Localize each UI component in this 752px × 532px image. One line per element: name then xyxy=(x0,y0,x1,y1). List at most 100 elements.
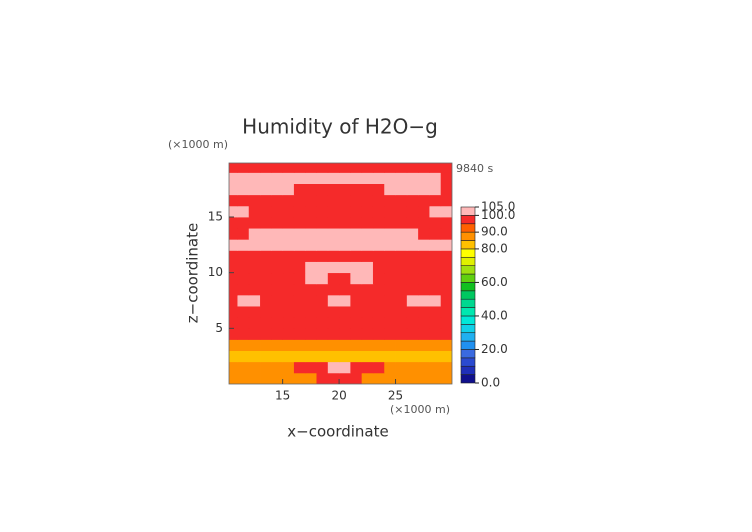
colorbar-label: 105.0 xyxy=(481,200,515,214)
contour-cell xyxy=(271,328,284,340)
contour-cell xyxy=(271,250,284,262)
contour-cell xyxy=(248,205,261,218)
contour-cell xyxy=(271,261,284,274)
contour-cell xyxy=(418,216,430,229)
contour-cell xyxy=(260,250,272,262)
colorbar-band xyxy=(460,231,476,241)
contour-cell xyxy=(248,172,261,184)
contour-cell xyxy=(316,172,329,184)
contour-cell xyxy=(316,339,329,351)
contour-cell xyxy=(440,216,452,229)
contour-cell xyxy=(395,216,408,229)
contour-cell xyxy=(395,228,408,240)
contour-cell xyxy=(260,172,272,184)
contour-cell xyxy=(418,272,430,285)
contour-cell xyxy=(406,216,419,229)
contour-cell xyxy=(372,361,385,374)
contour-cell xyxy=(350,261,363,274)
contour-cell xyxy=(271,228,284,240)
colorbar-label: 100.0 xyxy=(481,208,515,222)
colorbar-band xyxy=(460,265,476,275)
contour-cell xyxy=(293,194,306,207)
contour-cell xyxy=(429,272,442,285)
colorbar-band xyxy=(460,357,476,367)
contour-cell xyxy=(237,317,250,329)
contour-cell xyxy=(440,306,452,318)
contour-cell xyxy=(248,239,261,251)
contour-cell xyxy=(350,250,363,262)
contour-cell xyxy=(384,317,396,329)
contour-cell xyxy=(440,372,452,384)
contour-cell xyxy=(361,183,374,196)
contour-cell xyxy=(429,183,442,196)
contour-cell xyxy=(293,163,306,173)
colorbar-band xyxy=(460,290,476,300)
contour-cell xyxy=(229,317,238,329)
contour-cell xyxy=(440,205,452,218)
colorbar-band xyxy=(460,374,476,384)
contour-cell xyxy=(237,172,250,184)
contour-cell xyxy=(395,261,408,274)
contour-cell xyxy=(429,228,442,240)
y-tick-label: 15 xyxy=(208,209,223,223)
y-unit: (×1000 m) xyxy=(168,138,228,151)
contour-cell xyxy=(339,163,351,173)
contour-cell xyxy=(271,294,284,307)
contour-cell xyxy=(406,361,419,374)
x-tick-label: 15 xyxy=(275,389,290,403)
contour-cell xyxy=(282,328,295,340)
contour-cell xyxy=(361,272,374,285)
contour-cell xyxy=(361,306,374,318)
contour-cell xyxy=(429,361,442,374)
contour-cell xyxy=(350,317,363,329)
contour-cell xyxy=(271,205,284,218)
contour-cell xyxy=(305,283,317,296)
contour-cell xyxy=(395,294,408,307)
contour-cell xyxy=(339,261,351,274)
contour-cell xyxy=(271,361,284,374)
contour-cell xyxy=(429,205,442,218)
contour-cell xyxy=(372,228,385,240)
contour-cell xyxy=(293,261,306,274)
colorbar-band xyxy=(460,282,476,292)
contour-cell xyxy=(406,272,419,285)
contour-cell xyxy=(282,228,295,240)
contour-cell xyxy=(282,283,295,296)
contour-cell xyxy=(372,339,385,351)
contour-cell xyxy=(248,216,261,229)
contour-cell xyxy=(248,361,261,374)
contour-cell xyxy=(418,194,430,207)
contour-cell xyxy=(395,283,408,296)
x-tick-label: 20 xyxy=(331,389,346,403)
contour-cell xyxy=(406,261,419,274)
contour-cell xyxy=(237,194,250,207)
contour-cell xyxy=(384,361,396,374)
contour-cell xyxy=(350,216,363,229)
contour-cell xyxy=(237,306,250,318)
contour-cell xyxy=(418,283,430,296)
contour-cell xyxy=(248,339,261,351)
contour-cell xyxy=(293,339,306,351)
contour-field xyxy=(229,163,452,384)
contour-cell xyxy=(260,350,272,363)
contour-cell xyxy=(406,350,419,363)
colorbar-band xyxy=(460,365,476,375)
contour-cell xyxy=(350,339,363,351)
contour-cell xyxy=(327,172,340,184)
contour-cell xyxy=(237,228,250,240)
contour-cell xyxy=(339,205,351,218)
contour-cell xyxy=(361,372,374,384)
contour-cell xyxy=(248,261,261,274)
contour-cell xyxy=(406,317,419,329)
contour-cell xyxy=(395,317,408,329)
colorbar-label: 0.0 xyxy=(481,376,500,390)
contour-cell xyxy=(418,261,430,274)
contour-cell xyxy=(248,350,261,363)
contour-cell xyxy=(229,163,238,173)
contour-cell xyxy=(339,350,351,363)
contour-cell xyxy=(271,283,284,296)
contour-cell xyxy=(384,328,396,340)
contour-cell xyxy=(372,272,385,285)
contour-cell xyxy=(406,283,419,296)
contour-cell xyxy=(237,183,250,196)
